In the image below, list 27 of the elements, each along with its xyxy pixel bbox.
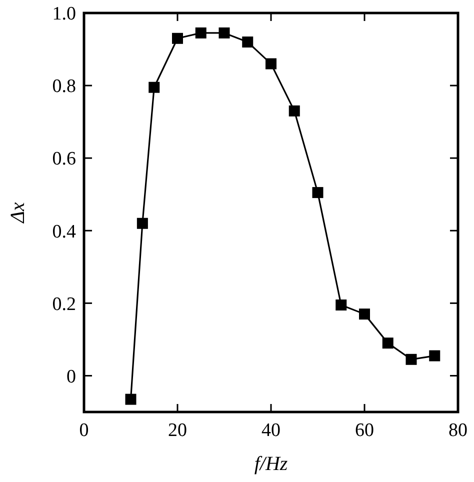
point [148, 82, 160, 93]
x-tick-label: 60 [355, 420, 374, 441]
point [429, 350, 440, 362]
y-tick-label: 0.8 [52, 76, 76, 98]
y-tick-label: 0.4 [52, 221, 76, 242]
x-axis-title: f/Hz [254, 453, 288, 475]
y-tick-label: 0.2 [52, 294, 76, 315]
x-tick-label: 80 [448, 420, 468, 441]
y-axis-title: Δx [7, 202, 29, 224]
point [382, 338, 394, 349]
point [242, 36, 254, 48]
point [136, 218, 148, 229]
y-tick-label: 0.6 [52, 148, 76, 170]
point [172, 32, 183, 44]
point [218, 27, 230, 38]
y-tick-label: 0 [66, 366, 76, 388]
point [266, 58, 276, 70]
point [125, 394, 136, 405]
point [336, 299, 347, 310]
point [195, 27, 206, 38]
x-tick-label: 40 [262, 420, 280, 441]
x-tick-label: 20 [168, 420, 187, 441]
y-tick-label: 1.0 [52, 4, 76, 25]
point [288, 105, 300, 116]
point [406, 354, 417, 365]
point [359, 308, 370, 320]
point [312, 187, 324, 198]
